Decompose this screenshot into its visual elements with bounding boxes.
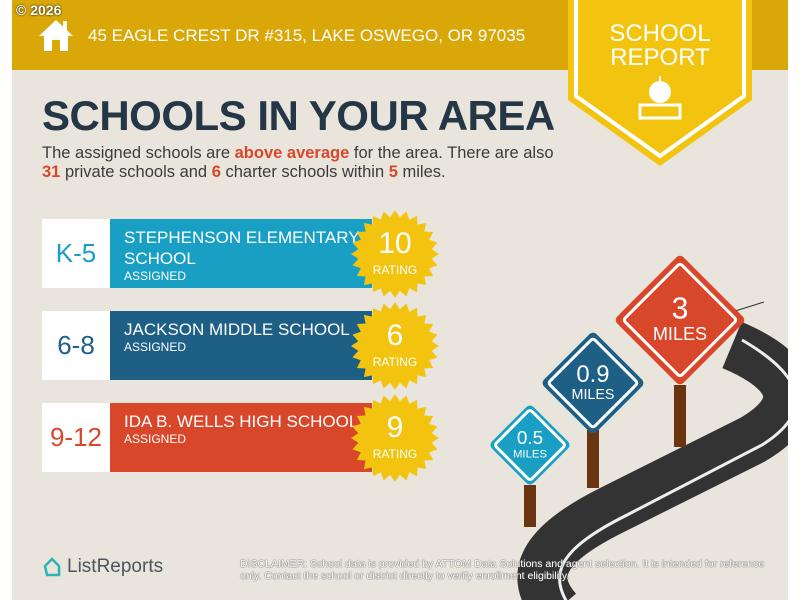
school-status: ASSIGNED bbox=[124, 432, 187, 446]
sign-post bbox=[587, 430, 599, 488]
home-icon bbox=[39, 20, 73, 51]
sign-unit: MILES bbox=[653, 324, 707, 344]
sign-post bbox=[674, 385, 686, 447]
rating-starburst bbox=[351, 394, 439, 482]
sign-unit: MILES bbox=[513, 449, 547, 461]
badge-title: SCHOOL REPORT bbox=[609, 20, 711, 71]
sign-value: 3 bbox=[672, 293, 689, 326]
school-status: ASSIGNED bbox=[124, 269, 187, 283]
distance-sign: 0.9 MILES bbox=[542, 332, 644, 488]
rating-value: 9 bbox=[386, 411, 404, 444]
road-illustration: 0.5 MILES 0.9 MILES 3 MILES bbox=[490, 255, 788, 600]
listreports-logo: ListReports bbox=[42, 556, 163, 578]
sign-value: 0.5 bbox=[517, 428, 543, 449]
sign-unit: MILES bbox=[572, 387, 615, 403]
rating-label: RATING bbox=[372, 263, 418, 277]
school-status: ASSIGNED bbox=[124, 340, 187, 354]
rating-starburst bbox=[351, 302, 439, 390]
sign-diamond bbox=[542, 332, 644, 434]
sign-diamond bbox=[490, 405, 570, 485]
school-report-badge bbox=[568, 0, 752, 166]
school-name-bar: Ida B. Wells High School ASSIGNED bbox=[110, 403, 372, 472]
property-address: 45 EAGLE CREST DR #315, LAKE OSWEGO, OR … bbox=[88, 26, 526, 45]
school-name: Jackson Middle School bbox=[124, 320, 350, 339]
rating-label: RATING bbox=[372, 447, 418, 461]
rating-value: 10 bbox=[378, 227, 412, 260]
rating-starburst bbox=[351, 210, 439, 298]
listreports-logo-icon bbox=[43, 557, 61, 577]
copyright: © 2026 bbox=[16, 2, 62, 18]
school-report: © 2026 45 EAGLE CREST DR #315, LAKE OSWE… bbox=[12, 0, 788, 600]
school-name: Ida B. Wells High School bbox=[124, 412, 359, 431]
road bbox=[517, 321, 788, 600]
school-row: K-5 Stephenson Elementary School ASSIGNED… bbox=[42, 210, 442, 298]
apple-book-icon bbox=[638, 76, 682, 120]
school-row: 6-8 Jackson Middle School ASSIGNED 6 RATI… bbox=[42, 302, 442, 390]
rating-value: 6 bbox=[386, 319, 404, 352]
rating-label: RATING bbox=[372, 355, 418, 369]
sign-value: 0.9 bbox=[576, 361, 609, 388]
disclaimer: DISCLAIMER: School data is provided by A… bbox=[240, 558, 765, 582]
grade-range: 6-8 bbox=[42, 311, 110, 380]
sign-diamond bbox=[615, 255, 745, 385]
grade-range: K-5 bbox=[42, 219, 110, 288]
sign-post bbox=[524, 485, 536, 527]
grade-range: 9-12 bbox=[42, 403, 110, 472]
page-title: SCHOOLS IN YOUR AREA bbox=[42, 92, 555, 139]
school-name: Stephenson Elementary School bbox=[124, 228, 360, 268]
road-line bbox=[558, 338, 788, 600]
distance-sign: 3 MILES bbox=[615, 255, 745, 447]
distance-sign: 0.5 MILES bbox=[490, 405, 570, 527]
school-name-bar: Jackson Middle School ASSIGNED bbox=[110, 311, 372, 380]
school-row: 9-12 Ida B. Wells High School ASSIGNED 9 … bbox=[42, 394, 442, 482]
school-name-bar: Stephenson Elementary School ASSIGNED bbox=[110, 219, 372, 288]
intro-text: The assigned schools are above average f… bbox=[42, 144, 554, 181]
